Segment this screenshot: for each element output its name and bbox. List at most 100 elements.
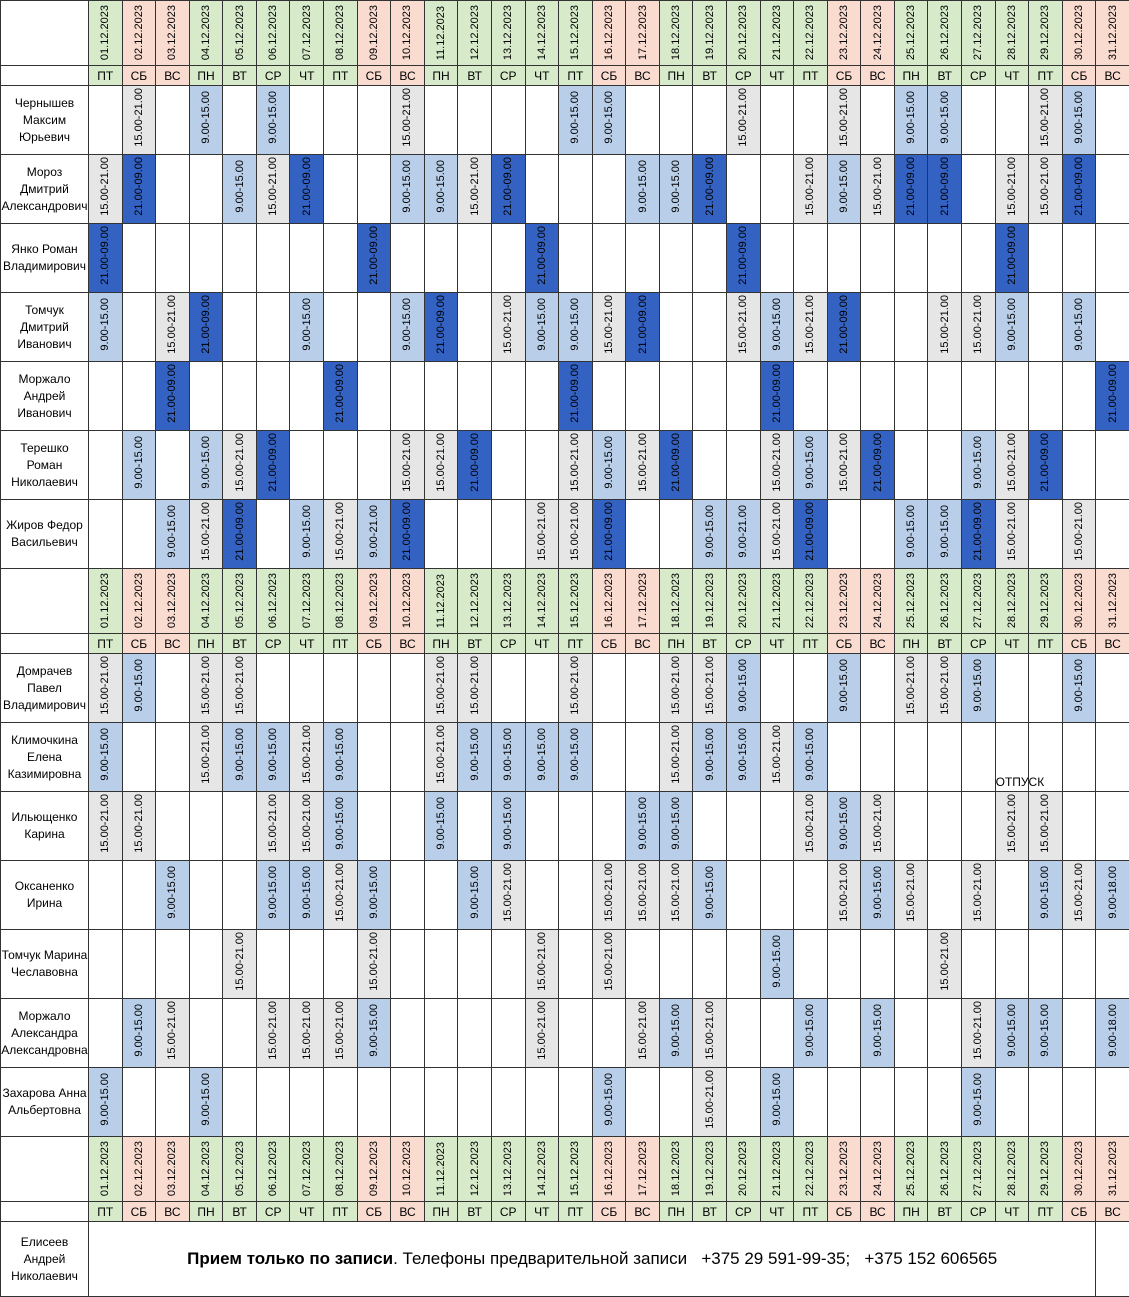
shift-time: 15.00-21.00 <box>368 932 380 991</box>
staff-name: Моржало Александра Александровна <box>1 999 89 1068</box>
shift-cell <box>189 155 223 224</box>
shift-cell <box>659 86 693 155</box>
shift-cell <box>256 224 290 293</box>
shift-cell <box>122 723 156 792</box>
weekday-label: ПН <box>894 1202 928 1222</box>
date-label: 09.12.2023 <box>368 571 380 628</box>
shift-cell <box>995 362 1029 431</box>
shift-cell: 15.00-21.00 <box>223 431 257 500</box>
shift-time: 9.00-21.00 <box>737 505 749 558</box>
date-header: 31.12.2023 <box>1096 1 1129 66</box>
shift-time: 9.00-15.00 <box>569 91 581 144</box>
staff-name: Жиров Федор Васильевич <box>1 500 89 569</box>
shift-time: 21.00-09.00 <box>603 502 615 561</box>
shift-cell <box>794 861 828 930</box>
date-header: 15.12.2023 <box>559 1137 593 1202</box>
date-label: 31.12.2023 <box>1107 571 1119 628</box>
shift-time: 15.00-21.00 <box>704 656 716 715</box>
shift-cell <box>256 362 290 431</box>
shift-cell <box>760 224 794 293</box>
shift-cell: 15.00-21.00 <box>794 792 828 861</box>
shift-cell <box>928 723 962 792</box>
date-header: 29.12.2023 <box>1029 569 1063 634</box>
weekday-label: ВС <box>391 66 425 86</box>
weekday-label: ПТ <box>559 1202 593 1222</box>
shift-cell: 15.00-21.00 <box>760 500 794 569</box>
shift-cell <box>89 861 123 930</box>
shift-cell: 15.00-21.00 <box>693 654 727 723</box>
date-header: 20.12.2023 <box>726 569 760 634</box>
date-header: 06.12.2023 <box>256 1137 290 1202</box>
shift-cell: 9.00-15.00 <box>156 861 190 930</box>
shift-cell: 15.00-21.00 <box>458 654 492 723</box>
weekday-label: ПН <box>189 634 223 654</box>
shift-cell <box>962 362 996 431</box>
date-label: 31.12.2023 <box>1107 3 1119 60</box>
staff-name: Моржало Андрей Иванович <box>1 362 89 431</box>
shift-cell <box>1096 500 1129 569</box>
date-label: 03.12.2023 <box>166 1139 178 1196</box>
shift-time: 21.00-09.00 <box>838 295 850 354</box>
weekday-label: ПН <box>659 634 693 654</box>
shift-cell <box>827 999 861 1068</box>
shift-cell: 9.00-15.00 <box>256 861 290 930</box>
shift-time: 21.00-09.00 <box>469 433 481 492</box>
shift-cell: 15.00-21.00 <box>1029 86 1063 155</box>
shift-cell: 9.00-15.00 <box>89 723 123 792</box>
date-header: 26.12.2023 <box>928 1 962 66</box>
shift-cell <box>122 861 156 930</box>
shift-cell <box>424 930 458 999</box>
shift-cell <box>189 999 223 1068</box>
shift-time: 21.00-09.00 <box>301 157 313 216</box>
shift-cell <box>122 362 156 431</box>
shift-cell <box>89 86 123 155</box>
date-label: 24.12.2023 <box>872 571 884 628</box>
weekday-label: ПТ <box>559 634 593 654</box>
weekday-label: ВТ <box>223 66 257 86</box>
shift-time: 15.00-21.00 <box>536 932 548 991</box>
date-header: 23.12.2023 <box>827 569 861 634</box>
header-corner <box>1 569 89 634</box>
weekday-label: СР <box>491 1202 525 1222</box>
weekday-label: СР <box>726 634 760 654</box>
shift-time: 9.00-15.00 <box>536 298 548 351</box>
shift-time: 15.00-21.00 <box>737 295 749 354</box>
shift-time: 9.00-15.00 <box>704 505 716 558</box>
shift-cell: 9.00-15.00 <box>223 155 257 224</box>
shift-cell: 9.00-15.00 <box>928 86 962 155</box>
shift-cell: 15.00-21.00 <box>928 654 962 723</box>
shift-cell: 21.00-09.00 <box>156 362 190 431</box>
shift-cell <box>458 792 492 861</box>
weekday-label: ПН <box>894 634 928 654</box>
shift-cell: ОТПУСК <box>995 723 1029 792</box>
date-label: 11.12.2023 <box>435 572 447 628</box>
date-header: 16.12.2023 <box>592 1137 626 1202</box>
shift-cell <box>391 999 425 1068</box>
shift-cell: 9.00-15.00 <box>962 431 996 500</box>
shift-cell <box>626 1068 660 1137</box>
weekday-label: ПН <box>659 66 693 86</box>
shift-time: 15.00-21.00 <box>804 794 816 853</box>
weekday-label: ПТ <box>1029 634 1063 654</box>
shift-time: 15.00-21.00 <box>569 656 581 715</box>
shift-cell <box>861 86 895 155</box>
shift-cell <box>290 654 324 723</box>
shift-time: 15.00-21.00 <box>905 863 917 922</box>
date-label: 12.12.2023 <box>469 3 481 60</box>
shift-cell <box>1062 999 1096 1068</box>
shift-time: 9.00-15.00 <box>670 1004 682 1057</box>
shift-cell <box>626 930 660 999</box>
shift-cell <box>726 792 760 861</box>
shift-time: 9.00-15.00 <box>637 160 649 213</box>
weekday-label: ВТ <box>223 1202 257 1222</box>
shift-cell: 9.00-21.00 <box>726 500 760 569</box>
shift-time: 15.00-21.00 <box>939 656 951 715</box>
shift-time: 15.00-21.00 <box>872 794 884 853</box>
shift-cell <box>156 930 190 999</box>
date-header: 02.12.2023 <box>122 1 156 66</box>
weekday-label: СР <box>256 66 290 86</box>
shift-time: 15.00-21.00 <box>234 656 246 715</box>
shift-cell: 15.00-21.00 <box>424 654 458 723</box>
